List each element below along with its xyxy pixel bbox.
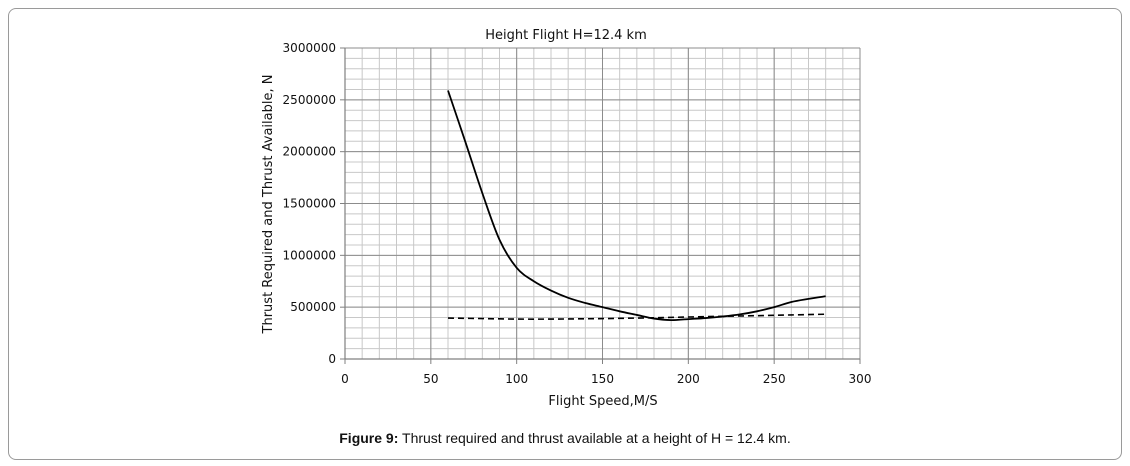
- thrust-available-line: [447, 313, 826, 320]
- y-tick-label: 1000000: [283, 248, 336, 262]
- thrust-required-line: [447, 90, 826, 322]
- x-tick-label: 0: [341, 372, 349, 386]
- line-chart: 0 50 100 150 200 250 300 0 500000 1000000 1500000 2…: [261, 28, 872, 409]
- chart-axes: [340, 47, 861, 364]
- y-tick-label: 500000: [290, 300, 336, 314]
- x-tick-label: 150: [591, 372, 614, 386]
- major-gridlines: [344, 47, 861, 360]
- figure-frame: [8, 8, 1122, 460]
- y-tick-label: 2500000: [283, 93, 336, 107]
- x-tick-label: 250: [763, 372, 786, 386]
- x-tick-label: 300: [849, 372, 872, 386]
- y-axis-label: Thrust Required and Thrust Available, N: [261, 75, 276, 335]
- data-series: [447, 90, 826, 322]
- x-axis-label: Flight Speed,M/S: [548, 394, 657, 409]
- y-tick-label: 1500000: [283, 197, 336, 211]
- y-tick-label: 0: [328, 352, 336, 366]
- y-tick-label: 2000000: [283, 145, 336, 159]
- figure-caption-text: Thrust required and thrust available at …: [398, 430, 791, 446]
- x-tick-label: 50: [423, 372, 438, 386]
- tick-labels: 0 50 100 150 200 250 300 0 500000 1000000 1500000 2…: [283, 41, 872, 386]
- chart-title: Height Flight H=12.4 km: [485, 28, 646, 43]
- figure-caption: Figure 9: Thrust required and thrust ava…: [0, 430, 1130, 446]
- y-tick-label: 3000000: [283, 41, 336, 55]
- x-tick-label: 200: [677, 372, 700, 386]
- x-tick-label: 100: [505, 372, 528, 386]
- figure-caption-label: Figure 9:: [339, 430, 399, 446]
